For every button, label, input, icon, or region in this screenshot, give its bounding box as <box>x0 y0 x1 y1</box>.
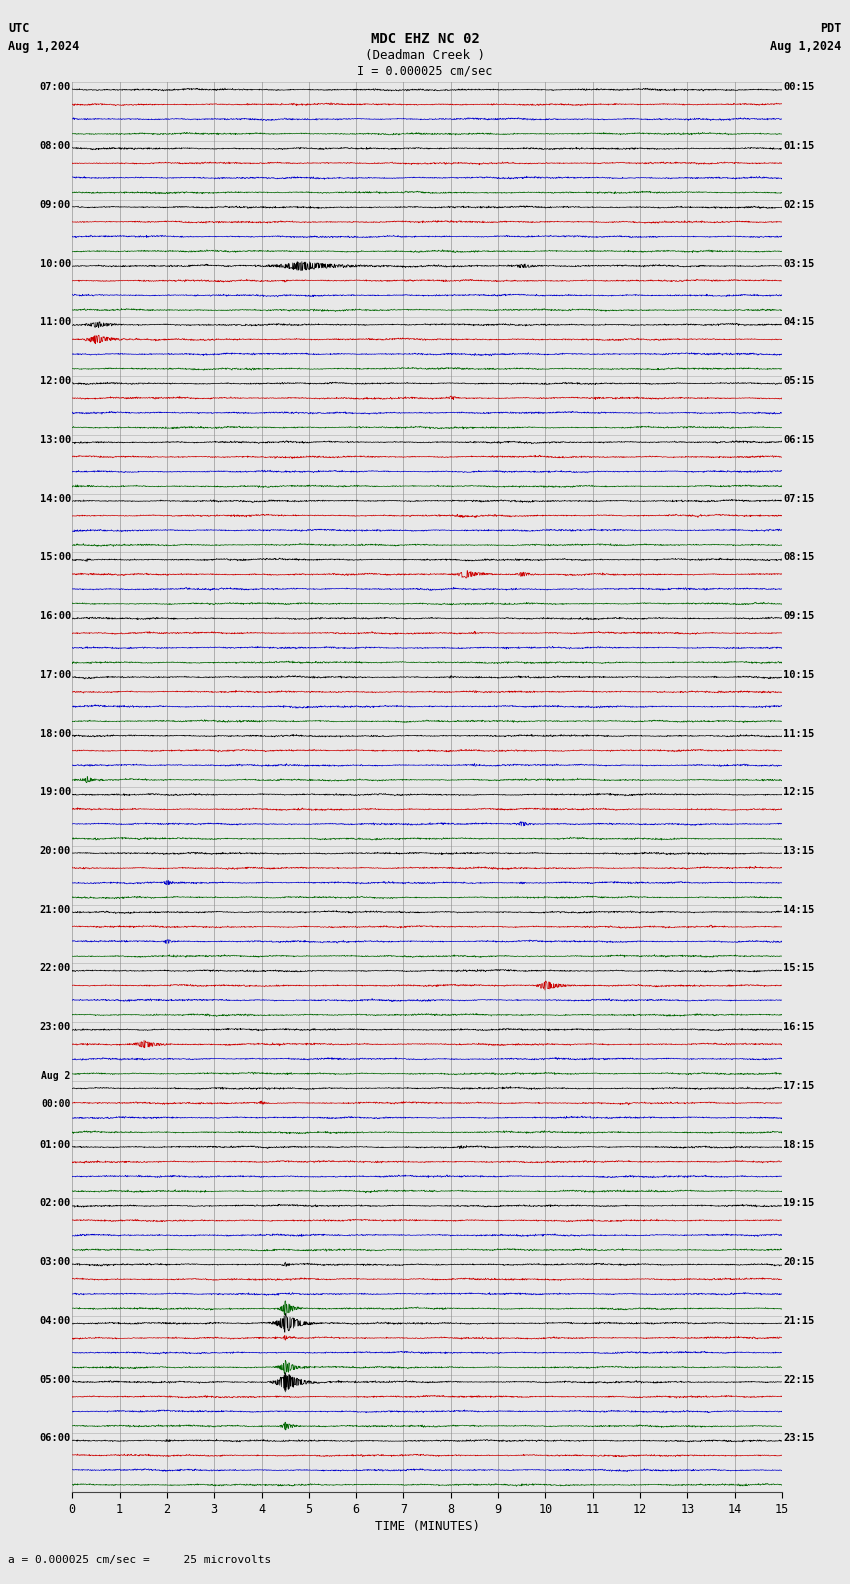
Text: 20:00: 20:00 <box>40 846 71 855</box>
Text: 17:15: 17:15 <box>784 1080 814 1091</box>
X-axis label: TIME (MINUTES): TIME (MINUTES) <box>375 1519 479 1533</box>
Text: a = 0.000025 cm/sec =     25 microvolts: a = 0.000025 cm/sec = 25 microvolts <box>8 1555 272 1565</box>
Text: 17:00: 17:00 <box>40 670 71 680</box>
Text: 01:15: 01:15 <box>784 141 814 150</box>
Text: 13:15: 13:15 <box>784 846 814 855</box>
Text: 19:15: 19:15 <box>784 1199 814 1209</box>
Text: 04:00: 04:00 <box>40 1316 71 1326</box>
Text: 15:00: 15:00 <box>40 553 71 562</box>
Text: 18:15: 18:15 <box>784 1140 814 1150</box>
Text: 07:00: 07:00 <box>40 82 71 92</box>
Text: 02:15: 02:15 <box>784 200 814 209</box>
Text: (Deadman Creek ): (Deadman Creek ) <box>365 49 485 62</box>
Text: Aug 1,2024: Aug 1,2024 <box>8 40 80 52</box>
Text: 21:00: 21:00 <box>40 904 71 914</box>
Text: 22:00: 22:00 <box>40 963 71 974</box>
Text: 10:15: 10:15 <box>784 670 814 680</box>
Text: 11:15: 11:15 <box>784 729 814 738</box>
Text: 00:15: 00:15 <box>784 82 814 92</box>
Text: 14:15: 14:15 <box>784 904 814 914</box>
Text: 18:00: 18:00 <box>40 729 71 738</box>
Text: 23:15: 23:15 <box>784 1434 814 1443</box>
Text: 21:15: 21:15 <box>784 1316 814 1326</box>
Text: 10:00: 10:00 <box>40 258 71 269</box>
Text: 02:00: 02:00 <box>40 1199 71 1209</box>
Text: 19:00: 19:00 <box>40 787 71 797</box>
Text: PDT: PDT <box>820 22 842 35</box>
Text: I = 0.000025 cm/sec: I = 0.000025 cm/sec <box>357 65 493 78</box>
Text: 00:00: 00:00 <box>42 1099 71 1109</box>
Text: 20:15: 20:15 <box>784 1258 814 1267</box>
Text: UTC: UTC <box>8 22 30 35</box>
Text: Aug 2: Aug 2 <box>42 1071 71 1080</box>
Text: 06:00: 06:00 <box>40 1434 71 1443</box>
Text: 12:15: 12:15 <box>784 787 814 797</box>
Text: 08:15: 08:15 <box>784 553 814 562</box>
Text: 03:15: 03:15 <box>784 258 814 269</box>
Text: 08:00: 08:00 <box>40 141 71 150</box>
Text: 05:00: 05:00 <box>40 1375 71 1384</box>
Text: Aug 1,2024: Aug 1,2024 <box>770 40 842 52</box>
Text: MDC EHZ NC 02: MDC EHZ NC 02 <box>371 32 479 46</box>
Text: 09:15: 09:15 <box>784 611 814 621</box>
Text: 16:15: 16:15 <box>784 1022 814 1033</box>
Text: 22:15: 22:15 <box>784 1375 814 1384</box>
Text: 15:15: 15:15 <box>784 963 814 974</box>
Text: 23:00: 23:00 <box>40 1022 71 1033</box>
Text: 07:15: 07:15 <box>784 494 814 504</box>
Text: 12:00: 12:00 <box>40 375 71 386</box>
Text: 06:15: 06:15 <box>784 436 814 445</box>
Text: 05:15: 05:15 <box>784 375 814 386</box>
Text: 14:00: 14:00 <box>40 494 71 504</box>
Text: 16:00: 16:00 <box>40 611 71 621</box>
Text: 09:00: 09:00 <box>40 200 71 209</box>
Text: 04:15: 04:15 <box>784 317 814 328</box>
Text: 03:00: 03:00 <box>40 1258 71 1267</box>
Text: 01:00: 01:00 <box>40 1140 71 1150</box>
Text: 13:00: 13:00 <box>40 436 71 445</box>
Text: 11:00: 11:00 <box>40 317 71 328</box>
